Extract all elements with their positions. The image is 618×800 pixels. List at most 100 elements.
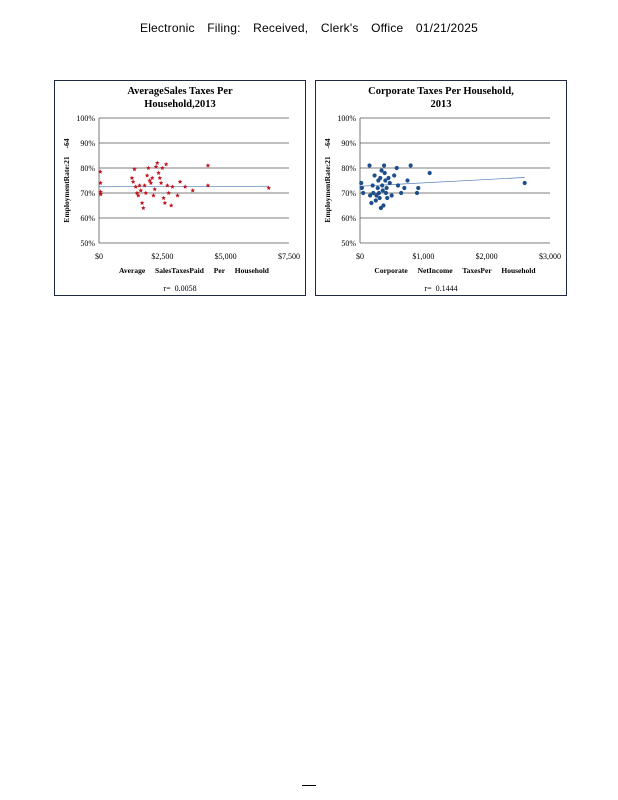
chart-title: Corporate Taxes Per Household, 2013 xyxy=(316,85,566,111)
x-tick-label: $3,000 xyxy=(539,252,561,261)
y-tick-label: 50% xyxy=(80,239,95,248)
data-point xyxy=(156,170,161,175)
data-point xyxy=(98,191,104,197)
data-point xyxy=(160,165,165,170)
x-tick-label: $1,000 xyxy=(412,252,434,261)
data-point xyxy=(359,180,364,186)
y-tick-label: 80% xyxy=(80,164,95,173)
data-point xyxy=(395,183,401,188)
data-point xyxy=(381,163,387,168)
data-point xyxy=(98,180,103,185)
data-point xyxy=(190,188,196,193)
scatter-plot-sales-taxes: 50% 60% 70% 80% 90% 100% $0 $2,500 $5,000 $7,500 A… xyxy=(62,114,300,275)
data-point xyxy=(170,184,175,189)
data-point xyxy=(175,193,180,198)
x-tick-label: $0 xyxy=(95,252,103,261)
data-point xyxy=(158,180,164,185)
data-point xyxy=(373,198,378,203)
page-number-dash xyxy=(302,785,316,786)
chart-title-line-1: AverageSales Taxes Per xyxy=(127,86,233,97)
data-point xyxy=(146,165,151,170)
data-point xyxy=(369,200,374,206)
data-point xyxy=(385,195,390,201)
y-axis-label: EmploymentRate:21 -64 xyxy=(62,138,71,222)
data-point xyxy=(377,195,382,201)
data-point xyxy=(205,183,211,188)
x-axis-label: Average SalesTaxesPaid Per Household xyxy=(119,266,270,275)
data-point xyxy=(177,179,183,184)
data-point xyxy=(149,175,155,180)
data-point xyxy=(383,178,388,183)
data-point xyxy=(383,190,389,196)
chart-title-line-2: Household,2013 xyxy=(144,99,216,110)
y-tick-label: 70% xyxy=(80,189,95,198)
y-tick-label: 60% xyxy=(341,214,356,223)
data-point xyxy=(132,166,137,172)
data-point xyxy=(154,160,160,165)
data-point xyxy=(166,190,171,195)
data-point xyxy=(152,186,158,192)
data-point xyxy=(384,185,389,191)
data-point xyxy=(151,193,156,198)
data-point xyxy=(387,180,392,186)
y-tick-label: 70% xyxy=(341,189,356,198)
chart-panel-corporate-taxes: Corporate Taxes Per Household, 2013 50% 6… xyxy=(315,80,567,296)
trendline xyxy=(359,177,525,187)
data-point xyxy=(141,205,146,210)
data-point xyxy=(416,185,421,191)
data-point xyxy=(379,168,384,173)
chart-title-line-2: 2013 xyxy=(430,99,452,110)
data-point xyxy=(376,190,382,196)
data-point xyxy=(414,190,420,196)
y-tick-label: 90% xyxy=(341,139,356,148)
data-point xyxy=(157,175,163,180)
data-point xyxy=(139,200,145,205)
correlation-annotation: r= 0.1444 xyxy=(424,284,458,293)
data-point xyxy=(98,189,103,194)
scatter-plot-corporate-taxes: 50% 60% 70% 80% 90% 100% $0 $1,000 $2,000 $3,000C… xyxy=(323,114,561,275)
x-tick-label: $2,000 xyxy=(476,252,498,261)
data-point xyxy=(168,203,174,208)
x-tick-label: $5,000 xyxy=(215,252,237,261)
data-point xyxy=(129,175,135,180)
data-point xyxy=(394,165,399,171)
y-tick-label: 100% xyxy=(76,114,95,123)
data-point xyxy=(368,193,373,198)
x-axis-label: Corporate NetIncome TaxesPer Household xyxy=(374,266,536,275)
data-point xyxy=(161,195,166,200)
data-point xyxy=(165,183,170,188)
data-point xyxy=(382,170,387,176)
data-point xyxy=(143,190,149,195)
correlation-annotation: r= 0.0058 xyxy=(163,284,197,293)
data-point xyxy=(163,161,169,167)
data-point xyxy=(130,179,136,184)
data-point xyxy=(522,180,527,186)
y-tick-label: 100% xyxy=(337,114,356,123)
data-point xyxy=(399,190,404,196)
data-point xyxy=(389,193,394,198)
y-tick-label: 50% xyxy=(341,239,356,248)
data-point xyxy=(386,175,391,181)
data-point xyxy=(137,183,142,188)
data-point xyxy=(370,183,375,188)
y-tick-label: 60% xyxy=(80,214,95,223)
y-tick-label: 90% xyxy=(80,139,95,148)
x-tick-label: $7,500 xyxy=(278,252,300,261)
y-axis-label: EmploymentRate:21 -64 xyxy=(323,138,332,222)
data-point xyxy=(381,203,386,208)
filing-header: Electronic Filing: Received, Clerk's Off… xyxy=(139,21,478,35)
data-point xyxy=(371,190,376,196)
data-point xyxy=(153,164,159,169)
chart-title: AverageSales Taxes Per Household,2013 xyxy=(55,85,305,111)
data-point xyxy=(405,178,410,183)
x-tick-label: $0 xyxy=(356,252,364,261)
data-point xyxy=(402,185,407,191)
data-point xyxy=(372,173,377,178)
data-point xyxy=(138,188,144,193)
data-point xyxy=(380,188,385,193)
data-point xyxy=(162,200,168,205)
data-point xyxy=(375,185,380,191)
data-point xyxy=(133,184,139,189)
data-point xyxy=(361,190,366,196)
x-tick-label: $2,500 xyxy=(151,252,173,261)
